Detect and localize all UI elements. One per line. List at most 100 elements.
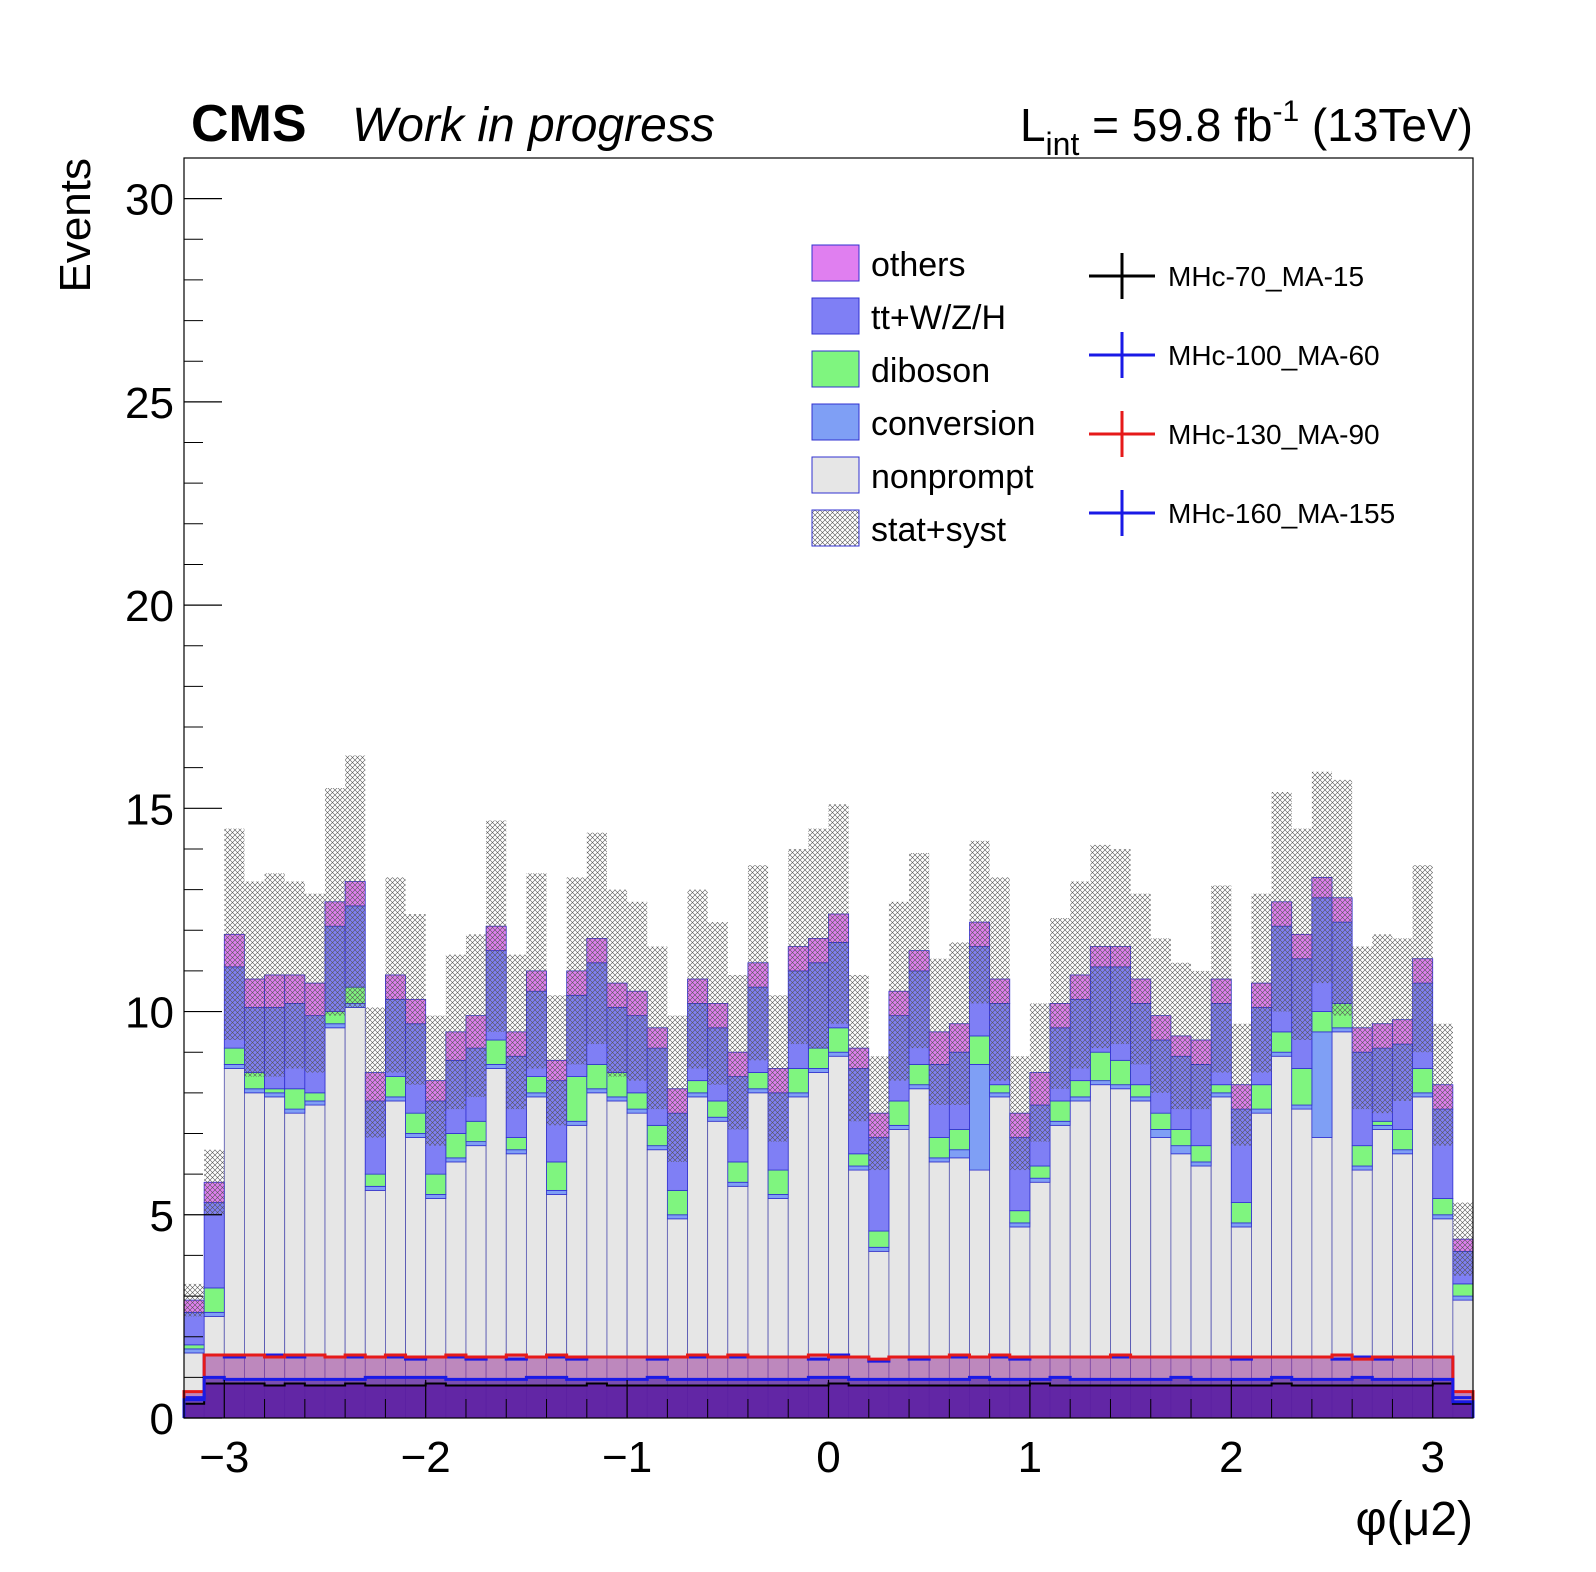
legend-swatch-nonprompt xyxy=(811,456,860,494)
bar-diboson xyxy=(969,1035,991,1065)
bar-diboson xyxy=(989,1084,1011,1094)
bar-diboson xyxy=(1069,1080,1091,1098)
bar-conversion xyxy=(606,1096,628,1102)
bar-conversion xyxy=(1150,1129,1172,1138)
bar-conversion xyxy=(546,1189,568,1195)
bar-conversion xyxy=(1331,1027,1353,1033)
uncertainty-band xyxy=(184,1283,205,1317)
uncertainty-band xyxy=(768,995,789,1142)
bar-diboson xyxy=(888,1100,910,1126)
bar-diboson xyxy=(646,1124,668,1147)
legend-swatch-diboson xyxy=(811,350,860,388)
uncertainty-band xyxy=(1009,1056,1030,1171)
bar-diboson xyxy=(747,1072,769,1090)
uncertainty-band xyxy=(304,893,325,1073)
bar-conversion xyxy=(1049,1120,1071,1126)
axes: 0 5 10 15 20 25 30 −3 −2 −1 0 1 2 3 xyxy=(125,157,1474,1482)
bar-diboson xyxy=(1392,1129,1413,1151)
bar-conversion xyxy=(405,1133,427,1138)
bar-conversion xyxy=(1392,1149,1413,1155)
lumi-value: = 59.8 fb xyxy=(1079,99,1272,151)
lumi-sub: int xyxy=(1046,126,1080,162)
uncertainty-band xyxy=(888,901,910,1081)
y-tick-label: 0 xyxy=(150,1395,174,1444)
bar-conversion xyxy=(1351,1165,1373,1171)
bar-diboson xyxy=(566,1076,588,1122)
bar-conversion xyxy=(646,1145,668,1151)
bar-diboson xyxy=(626,1092,648,1110)
y-tick-label: 25 xyxy=(125,379,174,428)
uncertainty-band xyxy=(465,934,487,1097)
bar-conversion xyxy=(1271,1051,1293,1057)
x-tick-label: 3 xyxy=(1420,1433,1444,1482)
uncertainty-band xyxy=(284,881,305,1069)
y-tick-label: 10 xyxy=(125,989,174,1038)
bar-conversion xyxy=(284,1108,306,1114)
bar-conversion xyxy=(324,1023,346,1029)
y-tick-label: 5 xyxy=(150,1192,174,1241)
legend-signal-label: MHc-160_MA-155 xyxy=(1168,498,1395,529)
bar-conversion xyxy=(244,1088,265,1094)
bar-conversion xyxy=(586,1088,608,1094)
bar-diboson xyxy=(707,1100,729,1118)
bar-diboson xyxy=(1009,1210,1031,1224)
bar-diboson xyxy=(405,1112,427,1134)
bar-conversion xyxy=(727,1181,749,1187)
uncertainty-band xyxy=(1372,934,1393,1114)
x-tick-label: −1 xyxy=(602,1433,652,1482)
bar-conversion xyxy=(566,1120,588,1126)
bar-conversion xyxy=(969,1063,991,1171)
bar-conversion xyxy=(1371,1124,1393,1130)
bar-diboson xyxy=(666,1189,688,1216)
bar-diboson xyxy=(264,1088,286,1094)
bar-diboson xyxy=(183,1344,205,1350)
legend-signal-label: MHc-130_MA-90 xyxy=(1168,419,1380,450)
uncertainty-band xyxy=(828,804,849,1024)
uncertainty-band xyxy=(1311,771,1333,984)
legend-signal-label: MHc-70_MA-15 xyxy=(1168,261,1364,292)
bar-tt-w-z-h xyxy=(203,1202,225,1289)
bar-conversion xyxy=(183,1348,205,1354)
bar-diboson xyxy=(1089,1051,1111,1082)
uncertainty-band xyxy=(1090,844,1111,1049)
bar-conversion xyxy=(1029,1177,1051,1183)
uncertainty-band xyxy=(1271,792,1292,1012)
bar-diboson xyxy=(1049,1100,1071,1122)
bar-conversion xyxy=(989,1092,1011,1098)
bar-diboson xyxy=(1271,1031,1293,1053)
uncertainty-band xyxy=(1029,1003,1051,1142)
bar-diboson xyxy=(525,1076,547,1094)
legend-label: conversion xyxy=(871,405,1035,443)
bar-conversion xyxy=(908,1084,930,1090)
uncertainty-band xyxy=(667,1015,688,1162)
x-tick-label: −2 xyxy=(401,1433,451,1482)
uncertainty-band xyxy=(808,828,829,1049)
bar-conversion xyxy=(848,1165,870,1171)
bar-tt-w-z-h xyxy=(183,1311,205,1346)
uncertainty-band xyxy=(1211,885,1232,1073)
x-tick-label: 1 xyxy=(1018,1433,1042,1482)
bar-diboson xyxy=(203,1287,225,1313)
bar-conversion xyxy=(1432,1214,1454,1220)
signal-line-MHc-130_MA-90 xyxy=(182,1353,1475,1418)
uncertainty-band xyxy=(606,889,628,1077)
bar-conversion xyxy=(1210,1092,1232,1098)
bar-conversion xyxy=(525,1092,547,1098)
bar-diboson xyxy=(828,1027,850,1053)
uncertainty-band xyxy=(707,922,728,1085)
uncertainty-band xyxy=(1291,828,1312,1040)
bar-conversion xyxy=(1230,1222,1252,1228)
legend-label: stat+syst xyxy=(871,511,1007,549)
uncertainty-band xyxy=(747,865,769,1061)
bar-diboson xyxy=(1291,1068,1313,1106)
bar-diboson xyxy=(445,1133,467,1159)
bar-diboson xyxy=(304,1092,326,1102)
uncertainty-band xyxy=(969,840,990,1004)
bar-conversion xyxy=(264,1092,286,1098)
uncertainty-band xyxy=(506,954,527,1110)
cms-label: CMS xyxy=(191,95,307,153)
y-tick-label: 30 xyxy=(125,176,174,225)
uncertainty-band xyxy=(1231,1023,1252,1146)
uncertainty-band xyxy=(1332,779,1353,1016)
bar-diboson xyxy=(1029,1165,1051,1179)
